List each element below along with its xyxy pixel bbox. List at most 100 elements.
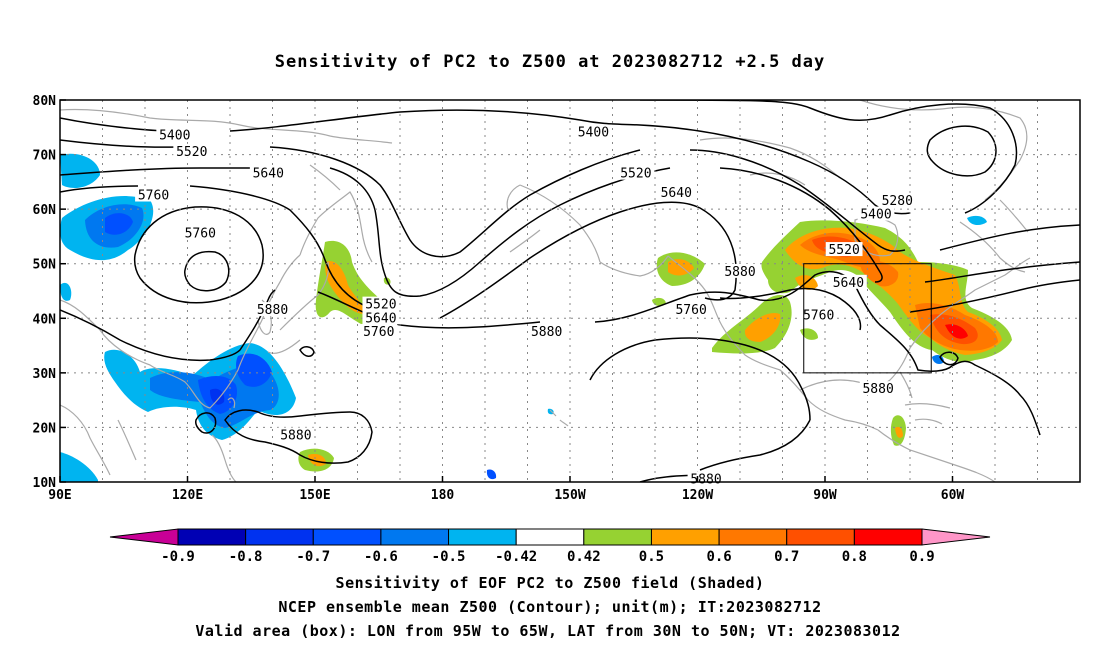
contour-label-bg — [878, 192, 916, 207]
contour-5880-south-2 — [589, 337, 811, 421]
lat-tick-label: 60N — [33, 203, 57, 218]
negative-sensitivity-area — [236, 353, 272, 387]
negative-sensitivity-area — [60, 452, 98, 482]
contour-label-bg — [857, 206, 895, 221]
contour-label: 5640 — [253, 167, 284, 182]
contour-label: 5520 — [828, 243, 859, 258]
contour-label-bg — [173, 143, 211, 158]
contour-label: 5880 — [257, 303, 288, 318]
contour-5880-south — [224, 409, 373, 464]
contour-label-bg — [249, 165, 287, 180]
colorbar-swatch — [312, 528, 382, 546]
contour-label: 5880 — [280, 429, 311, 444]
contour-label: 5760 — [185, 227, 216, 242]
longitude-labels: 90E 120E 150E 180 150W 120W 90W 60W — [48, 476, 964, 503]
contour-label-bg — [181, 225, 219, 240]
contour-5760 — [60, 185, 1080, 331]
lon-tick-label: 120W — [682, 488, 713, 503]
caption-line-3: Valid area (box): LON from 95W to 65W, L… — [195, 622, 900, 640]
colorbar-low-arrow — [109, 528, 179, 546]
contour-label-bg — [528, 323, 566, 338]
colorbar-label: -0.8 — [229, 549, 263, 565]
lat-tick-label: 70N — [33, 149, 57, 164]
colorbar-high-arrow — [921, 528, 991, 546]
contour-5880-ring-2 — [299, 346, 315, 357]
colorbar-swatch — [853, 528, 923, 546]
contour-label-bg — [825, 242, 863, 257]
contour-5280 — [926, 125, 997, 177]
contour-label-bg — [829, 274, 867, 289]
colorbar-swatch — [380, 528, 450, 546]
caption-line-2: NCEP ensemble mean Z500 (Contour); unit(… — [278, 598, 821, 616]
positive-sensitivity-area — [325, 261, 365, 314]
contour-label-bg — [672, 302, 710, 317]
lat-tick-label: 10N — [33, 476, 57, 491]
contour-label: 5760 — [675, 303, 706, 318]
colorbar-swatch — [245, 528, 314, 546]
contour-label-bg — [721, 263, 759, 278]
contour-label-bg — [362, 310, 400, 325]
negative-sensitivity-area — [932, 354, 944, 365]
lon-tick-label: 120E — [172, 488, 203, 503]
positive-sensitivity-area — [945, 324, 968, 339]
lat-tick-label: 80N — [33, 94, 57, 109]
contour-label: 5880 — [724, 265, 755, 280]
colorbar-label: -0.5 — [432, 549, 466, 565]
caption-line-1: Sensitivity of EOF PC2 to Z500 field (Sh… — [336, 574, 765, 592]
negative-sensitivity-area — [60, 153, 100, 188]
graticule — [60, 100, 1080, 482]
negative-sensitivity-area — [967, 215, 987, 226]
colorbar: -0.9 -0.8 -0.7 -0.6 -0.5 -0.42 0.42 0.5 0.6 0.7 0.… — [109, 528, 991, 565]
contour-label: 5520 — [176, 145, 207, 160]
valid-area-box — [803, 263, 932, 374]
contour-label: 5520 — [620, 167, 651, 182]
contour-5880-ring — [195, 412, 217, 434]
positive-sensitivity-area — [860, 260, 899, 287]
contour-5520 — [60, 139, 1080, 258]
positive-sensitivity-area — [744, 312, 781, 342]
contour-label-bg — [800, 307, 838, 322]
contour-5640 — [60, 167, 1080, 298]
colorbar-label: -0.42 — [495, 549, 537, 565]
colorbar-swatch — [786, 528, 855, 546]
contour-label: 5400 — [578, 126, 609, 141]
contour-label: 5400 — [860, 208, 891, 223]
contour-label-bg — [657, 184, 695, 199]
lat-tick-label: 50N — [33, 258, 57, 273]
contour-label: 5640 — [661, 186, 692, 201]
contour-label-bg — [277, 427, 315, 442]
contour-label-bg — [360, 323, 398, 338]
lon-tick-label: 90W — [813, 488, 837, 503]
contour-label: 5400 — [159, 128, 190, 143]
contour-label-bg — [156, 127, 194, 142]
positive-sensitivity-area — [800, 328, 818, 340]
sensitivity-shading — [60, 153, 1012, 482]
positive-sensitivity-area — [308, 454, 326, 467]
colorbar-swatch — [583, 528, 652, 546]
negative-sensitivity-area — [60, 282, 72, 301]
colorbar-label: -0.6 — [364, 549, 398, 565]
map-panel: 5400 5520 5640 5760 5760 5880 5880 5520 5640 5760… — [33, 94, 1081, 503]
contour-label: 5520 — [365, 298, 396, 313]
colorbar-swatch — [515, 528, 585, 546]
colorbar-label: 0.5 — [639, 549, 664, 565]
contour-label-bg — [254, 302, 291, 317]
contour-label: 5880 — [690, 472, 721, 487]
captions: Sensitivity of EOF PC2 to Z500 field (Sh… — [195, 574, 900, 640]
contour-label: 5880 — [862, 382, 893, 397]
contour-label: 5760 — [803, 309, 834, 324]
latitude-labels: 80N 70N 60N 50N 40N 30N 20N 10N — [33, 94, 66, 491]
lon-tick-label: 60W — [941, 488, 965, 503]
lon-tick-label: 90E — [48, 488, 71, 503]
colorbar-label: 0.9 — [909, 549, 934, 565]
lon-tick-label: 150W — [554, 488, 585, 503]
negative-sensitivity-area — [486, 469, 497, 480]
contour-label: 5760 — [363, 325, 394, 340]
contour-label: 5280 — [882, 194, 913, 209]
lat-tick-label: 20N — [33, 421, 57, 436]
contour-label-bg — [574, 124, 612, 139]
colorbar-swatch — [448, 528, 517, 546]
colorbar-label: 0.6 — [706, 549, 731, 565]
negative-sensitivity-area — [210, 388, 225, 405]
